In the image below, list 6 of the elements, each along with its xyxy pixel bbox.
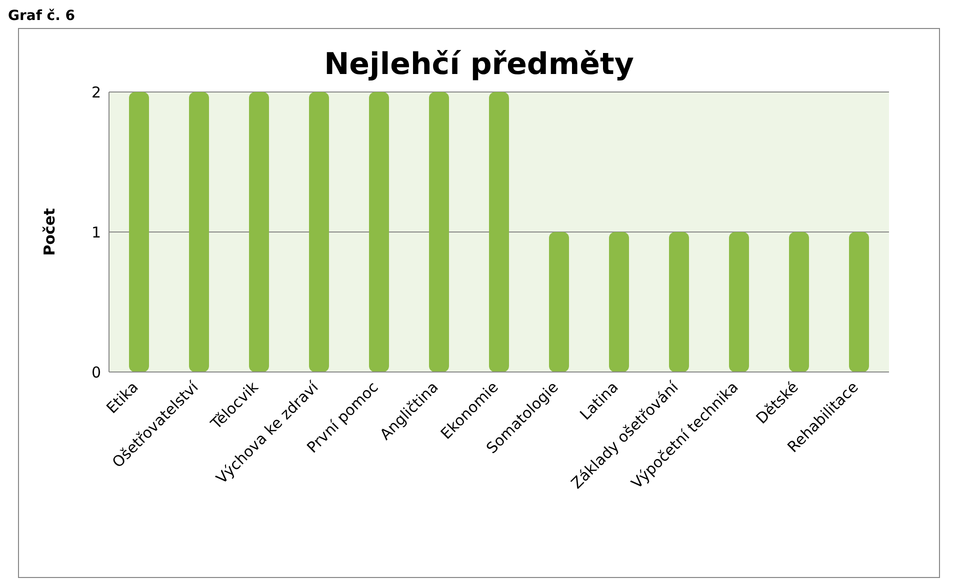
y-axis-title: Počet (40, 208, 58, 256)
y-tick-label: 2 (91, 83, 101, 102)
y-tick-label: 1 (91, 223, 101, 242)
y-tick-label: 0 (91, 363, 101, 382)
chart-title: Nejlehčí předměty (323, 47, 635, 82)
text: Graf č. 6 (8, 8, 76, 24)
